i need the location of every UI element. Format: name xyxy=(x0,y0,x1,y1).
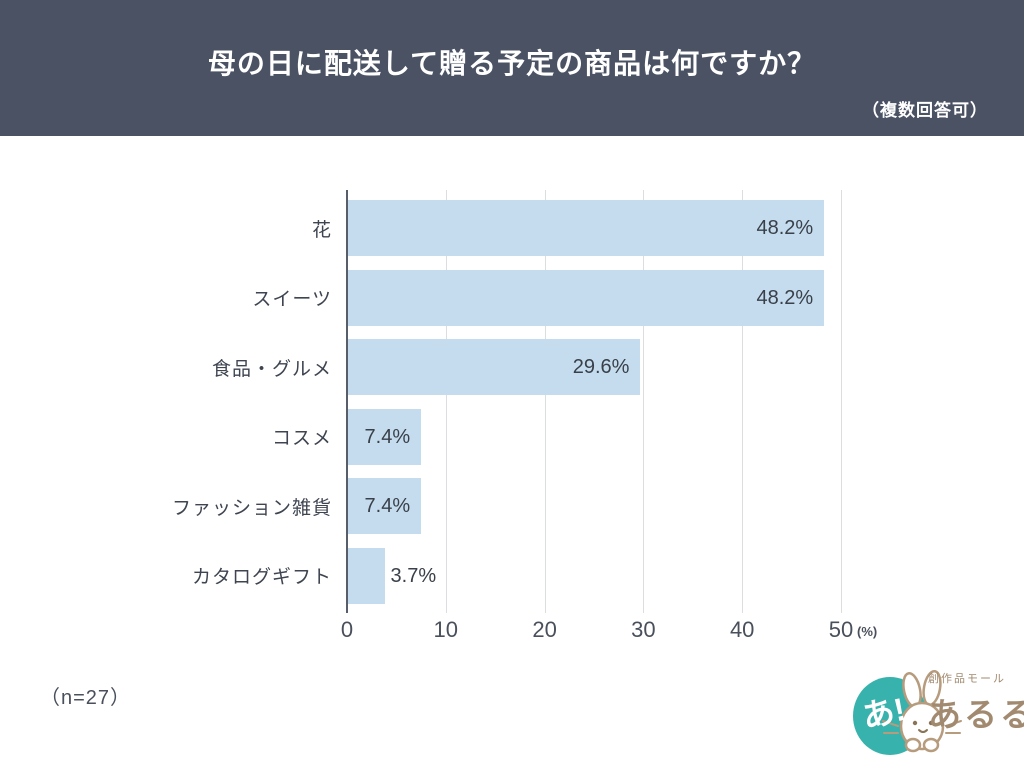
x-tick-label: 40 xyxy=(729,617,755,642)
sample-size: （n=27） xyxy=(40,687,132,709)
value-label: 7.4% xyxy=(364,425,411,448)
rabbit-icon xyxy=(899,669,945,753)
value-label: 7.4% xyxy=(364,495,411,517)
logo-brand: あるる xyxy=(928,696,1024,733)
header-banner: 母の日に配送して贈る予定の商品は何ですか？ （複数回答可） xyxy=(0,0,1024,136)
chart-title: 母の日に配送して贈る予定の商品は何ですか？ xyxy=(207,48,817,79)
x-tick-label: 0 xyxy=(340,617,354,642)
gridline xyxy=(742,190,744,613)
aruru-logo-mark xyxy=(853,669,962,755)
bar xyxy=(348,478,422,534)
rabbit-whiskers xyxy=(882,720,962,734)
aruru-logo: あ! 創作品モール あるる xyxy=(852,664,1024,764)
bar-chart: 0 10 20 30 40 50 (%) 花 48.2% スイーツ 48.2% 食品・グルメ 29.6%… xyxy=(0,190,1024,660)
gridline xyxy=(643,190,645,613)
category-label: 食品・グルメ xyxy=(211,358,332,380)
logo-text: 創作品モール あるる xyxy=(928,670,1024,736)
bar xyxy=(348,547,385,604)
gridline xyxy=(544,190,546,613)
value-label: 48.2% xyxy=(756,217,814,239)
category-label: コスメ xyxy=(271,428,332,449)
multiple-answers-note: （複数回答可） xyxy=(862,101,988,120)
rabbit-mouth xyxy=(918,729,928,733)
rabbit-eyes xyxy=(912,720,934,726)
category-label: ファッション雑貨 xyxy=(171,497,332,519)
x-tick-label: 20 xyxy=(532,617,557,642)
gridline xyxy=(445,190,447,613)
value-label: 3.7% xyxy=(390,564,437,587)
bar xyxy=(348,200,825,256)
logo-badge-text: あ! xyxy=(859,690,909,735)
bar xyxy=(348,408,422,465)
category-label: スイーツ xyxy=(252,289,332,310)
category-label: 花 xyxy=(311,219,332,241)
logo-tagline: 創作品モール xyxy=(928,673,1006,685)
value-label: 29.6% xyxy=(572,356,630,378)
x-tick-label: 50 xyxy=(828,617,854,642)
x-tick-label: 30 xyxy=(631,617,656,642)
gridline xyxy=(841,190,842,613)
x-tick-label: 10 xyxy=(433,617,459,642)
x-axis-unit: (%) xyxy=(857,624,878,639)
y-axis-line xyxy=(346,190,348,613)
bar xyxy=(348,269,825,326)
category-label: カタログギフト xyxy=(191,567,332,588)
value-label: 48.2% xyxy=(756,286,814,309)
bar xyxy=(348,339,641,395)
